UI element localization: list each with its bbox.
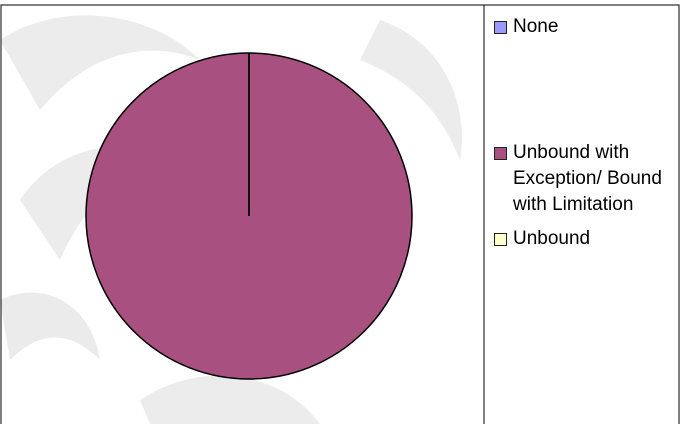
legend-item: None: [494, 14, 678, 40]
chart: None Unbound with Exception/ Bound with L…: [0, 0, 681, 424]
legend-item: Unbound with Exception/ Bound with Limit…: [494, 140, 678, 218]
legend-swatch: [494, 21, 507, 34]
legend-label: Unbound: [513, 226, 590, 252]
legend: None Unbound with Exception/ Bound with L…: [494, 14, 678, 252]
legend-item: Unbound: [494, 226, 678, 252]
legend-label: None: [513, 14, 558, 40]
legend-swatch: [494, 233, 507, 246]
pie: [86, 53, 412, 379]
legend-label: Unbound with Exception/ Bound with Limit…: [513, 140, 678, 218]
legend-swatch: [494, 147, 507, 160]
